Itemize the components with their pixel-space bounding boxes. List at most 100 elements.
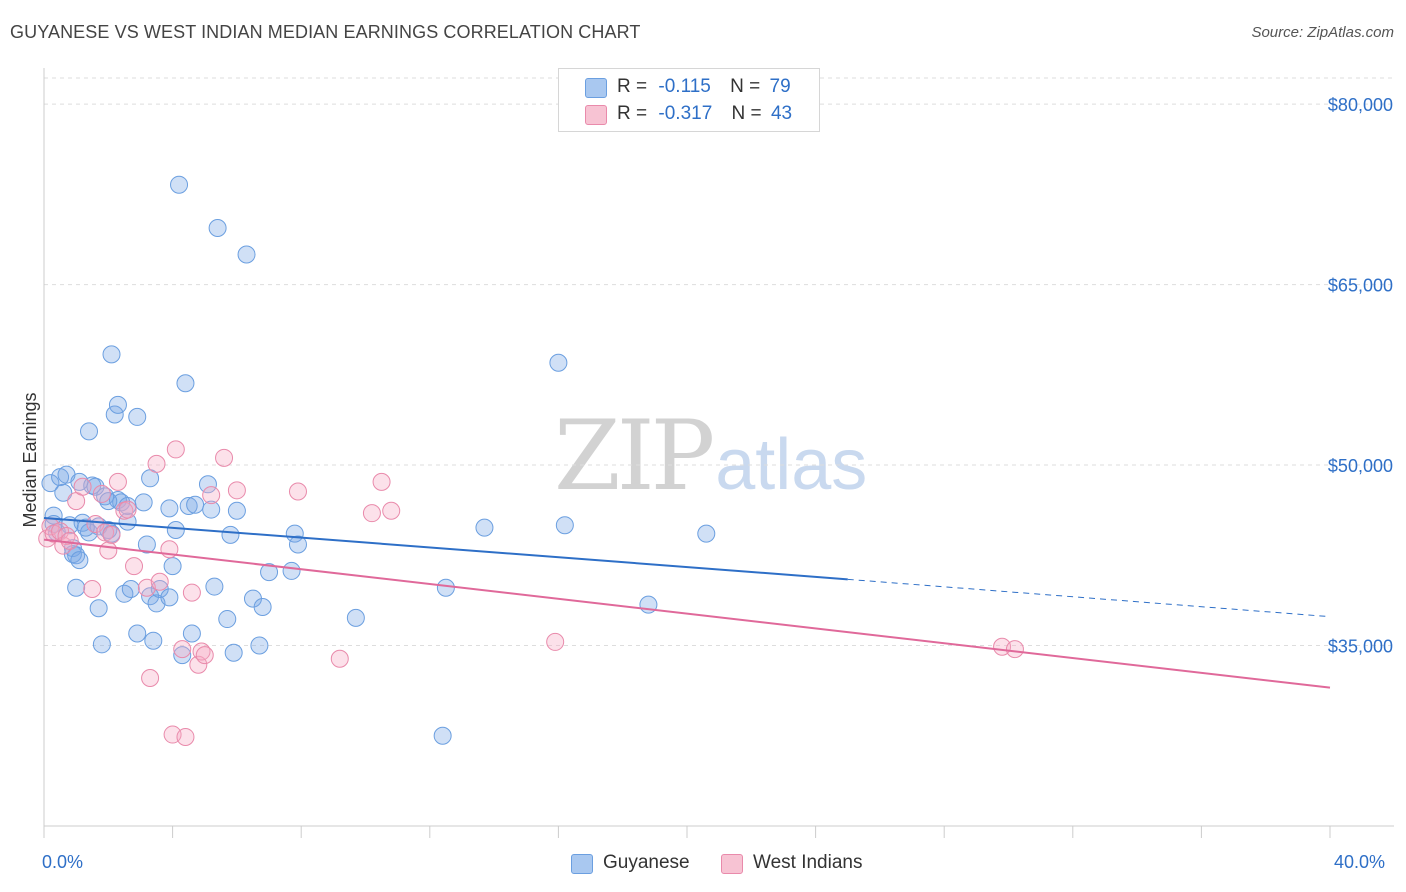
guyanese-point bbox=[208, 219, 227, 238]
guyanese-point bbox=[92, 635, 111, 654]
series-legend: Guyanese West Indians bbox=[0, 852, 1406, 878]
y-tick-label: $50,000 bbox=[1328, 456, 1393, 476]
west-indians-point bbox=[57, 527, 76, 546]
west-indians-point bbox=[60, 531, 79, 550]
legend-n-label: N = bbox=[731, 103, 762, 124]
guyanese-point bbox=[108, 395, 127, 414]
guyanese-point bbox=[41, 474, 60, 493]
guyanese-point bbox=[237, 245, 256, 264]
legend-swatch-guyanese bbox=[571, 854, 593, 874]
west-indians-point bbox=[118, 500, 137, 519]
guyanese-trend-line bbox=[43, 516, 848, 581]
guyanese-point bbox=[76, 518, 95, 537]
west-indians-trend-line bbox=[43, 538, 1331, 689]
guyanese-point bbox=[99, 492, 118, 511]
west-indians-point bbox=[215, 448, 234, 467]
guyanese-point bbox=[227, 501, 246, 520]
guyanese-point bbox=[128, 624, 147, 643]
guyanese-point bbox=[160, 499, 179, 518]
west-indians-point bbox=[83, 579, 102, 598]
west-indians-point bbox=[546, 632, 565, 651]
guyanese-point bbox=[70, 551, 89, 570]
legend-swatch-guyanese bbox=[585, 78, 607, 98]
y-tick-label: $35,000 bbox=[1328, 637, 1393, 657]
legend-label-west-indians: West Indians bbox=[753, 852, 863, 873]
legend-r-value: -0.115 bbox=[658, 76, 711, 97]
legend-n-value: 79 bbox=[769, 76, 791, 97]
legend-n-label: N = bbox=[730, 76, 761, 97]
guyanese-point bbox=[182, 624, 201, 643]
guyanese-point bbox=[475, 518, 494, 537]
guyanese-point bbox=[170, 175, 189, 194]
guyanese-point bbox=[173, 646, 192, 665]
guyanese-point bbox=[102, 345, 121, 364]
correlation-legend: R = -0.115 N = 79 R = -0.317 N = 43 bbox=[558, 68, 820, 132]
guyanese-point bbox=[202, 500, 221, 519]
guyanese-point bbox=[54, 483, 73, 502]
guyanese-point bbox=[288, 535, 307, 554]
west-indians-point bbox=[362, 504, 381, 523]
legend-n-value: 43 bbox=[770, 103, 793, 124]
west-indians-point bbox=[102, 525, 121, 544]
guyanese-point bbox=[346, 608, 365, 627]
west-indians-point bbox=[182, 583, 201, 602]
west-indians-point bbox=[166, 440, 185, 459]
watermark: ZIPatlas bbox=[554, 400, 867, 512]
west-indians-point bbox=[330, 649, 349, 668]
guyanese-point bbox=[86, 477, 105, 496]
guyanese-point bbox=[221, 525, 240, 544]
guyanese-point bbox=[89, 599, 108, 618]
legend-label-guyanese: Guyanese bbox=[603, 852, 690, 873]
guyanese-point bbox=[128, 407, 147, 426]
west-indians-point bbox=[92, 484, 111, 503]
west-indians-point bbox=[1005, 640, 1024, 659]
y-axis-title: Median Earnings bbox=[20, 392, 40, 527]
west-indians-point bbox=[288, 482, 307, 501]
y-tick-label: $80,000 bbox=[1328, 95, 1393, 115]
guyanese-point bbox=[166, 521, 185, 540]
west-indians-point bbox=[202, 486, 221, 505]
west-indians-point bbox=[150, 572, 169, 591]
guyanese-point bbox=[253, 598, 272, 617]
source-credit: Source: ZipAtlas.com bbox=[1251, 24, 1394, 41]
legend-swatch-west-indians bbox=[585, 105, 607, 125]
guyanese-point bbox=[176, 374, 195, 393]
west-indians-point bbox=[195, 646, 214, 665]
west-indians-point bbox=[189, 655, 208, 674]
guyanese-point bbox=[144, 631, 163, 650]
guyanese-point bbox=[555, 516, 574, 535]
guyanese-point bbox=[218, 610, 237, 629]
guyanese-trend-extension bbox=[847, 578, 1331, 618]
guyanese-point bbox=[250, 636, 269, 655]
guyanese-point bbox=[105, 405, 124, 424]
chart-title: GUYANESE VS WEST INDIAN MEDIAN EARNINGS … bbox=[10, 22, 641, 42]
legend-swatch-west-indians bbox=[721, 854, 743, 874]
guyanese-point bbox=[436, 578, 455, 597]
legend-r-label: R = bbox=[617, 103, 648, 124]
x-axis-max-label: 40.0% bbox=[1334, 852, 1386, 872]
west-indians-point bbox=[147, 454, 166, 473]
guyanese-point bbox=[163, 557, 182, 576]
guyanese-point bbox=[433, 726, 452, 745]
guyanese-point bbox=[198, 475, 217, 494]
guyanese-point bbox=[260, 563, 279, 582]
west-indians-point bbox=[141, 669, 160, 688]
west-indians-point bbox=[125, 557, 144, 576]
west-indians-point bbox=[382, 501, 401, 520]
guyanese-point bbox=[80, 422, 99, 441]
guyanese-point bbox=[224, 643, 243, 662]
guyanese-point bbox=[108, 490, 127, 509]
west-indians-point bbox=[176, 727, 195, 746]
legend-r-label: R = bbox=[617, 76, 648, 97]
guyanese-point bbox=[549, 353, 568, 372]
guyanese-point bbox=[282, 561, 301, 580]
guyanese-point bbox=[186, 495, 205, 514]
west-indians-point bbox=[227, 481, 246, 500]
west-indians-point bbox=[372, 472, 391, 491]
guyanese-point bbox=[205, 577, 224, 596]
west-indians-point bbox=[192, 642, 211, 661]
y-tick-label: $65,000 bbox=[1328, 276, 1393, 296]
west-indians-point bbox=[108, 472, 127, 491]
west-indians-point bbox=[73, 477, 92, 496]
